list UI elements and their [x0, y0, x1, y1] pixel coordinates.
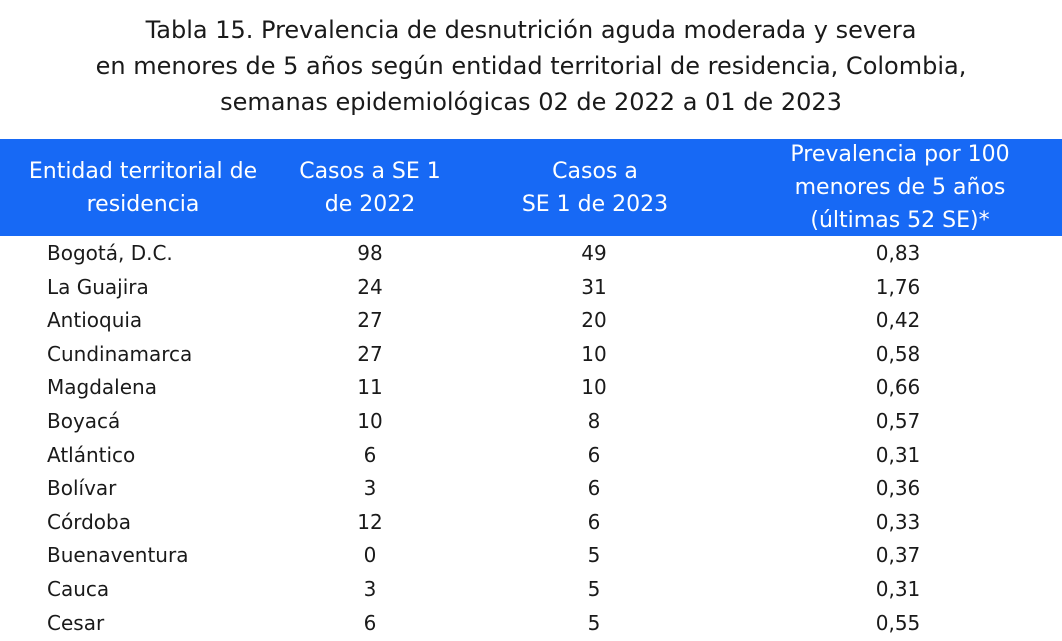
cell-value: 8 [587, 409, 601, 433]
cell-value: 0,66 [875, 375, 921, 400]
row-label: Bogotá, D.C. [47, 241, 173, 265]
cell-value: 10 [357, 409, 383, 433]
cell-value: 24 [357, 274, 383, 299]
cell-value: 98 [357, 241, 383, 265]
table-header: Entidad territorial de residencia Casos a … [0, 139, 1062, 236]
cell-value: 6 [587, 442, 601, 467]
header-line: (últimas 52 SE)* [810, 208, 990, 233]
cell-value: 6 [587, 509, 601, 534]
header-line: Prevalencia por 100 [790, 142, 1010, 167]
row-label: Cesar [47, 610, 105, 635]
row-label: Atlántico [47, 442, 136, 467]
cell-value: 27 [357, 308, 383, 333]
cell-value: 10 [581, 341, 607, 366]
header-line: de 2022 [324, 191, 416, 217]
title-line: en menores de 5 años según entidad terri… [95, 52, 967, 80]
cell-value: 5 [587, 610, 601, 635]
cell-value: 12 [357, 509, 383, 534]
cell-value: 49 [581, 241, 607, 265]
title-line: Tabla 15. Prevalencia de desnutrición ag… [145, 16, 917, 44]
cell-value: 0,55 [875, 610, 921, 635]
row-label: La Guajira [47, 274, 149, 299]
cell-value: 31 [581, 274, 607, 299]
header-line: Casos a SE 1 [299, 158, 441, 184]
cell-value: 3 [363, 476, 377, 501]
cell-value: 5 [587, 577, 601, 601]
cell-value: 11 [357, 375, 383, 400]
header-cell: Casos a SE 1 de 2023 [480, 139, 710, 236]
cell-value: 0,37 [875, 543, 921, 568]
cell-value: 0,31 [875, 442, 921, 467]
cell-value: 3 [363, 577, 377, 601]
cell-value: 0,42 [875, 308, 921, 333]
cell-value: 0,31 [875, 577, 921, 601]
cell-value: 6 [363, 610, 377, 635]
cell-value: 6 [587, 476, 601, 501]
row-label: Cauca [47, 577, 110, 601]
cell-value: 5 [587, 543, 601, 568]
header-line: residencia [86, 191, 200, 217]
row-label: Bolívar [47, 476, 117, 501]
cell-value: 0,58 [875, 341, 921, 366]
row-label: Buenaventura [47, 543, 189, 568]
cell-value: 0,57 [875, 409, 921, 433]
header-line: SE 1 de 2023 [521, 191, 669, 217]
cell-value: 0 [363, 543, 377, 568]
row-label: Magdalena [47, 375, 157, 400]
cell-value: 0,83 [875, 241, 921, 265]
row-label: Boyacá [47, 409, 121, 433]
header-cell: Entidad territorial de residencia [8, 139, 278, 236]
header-line: Casos a [552, 158, 638, 184]
title-line: semanas epidemiológicas 02 de 2022 a 01 … [220, 88, 842, 116]
cell-value: 20 [581, 308, 607, 333]
cell-value: 10 [581, 375, 607, 400]
cell-value: 0,36 [875, 476, 921, 501]
title: Tabla 15. Prevalencia de desnutrición ag… [0, 12, 1062, 120]
header-line: Entidad territorial de [28, 158, 258, 184]
cell-value: 1,76 [875, 274, 921, 299]
cell-value: 0,33 [875, 509, 921, 534]
cell-value: 6 [363, 442, 377, 467]
cell-value: 27 [357, 341, 383, 366]
row-label: Córdoba [47, 509, 131, 534]
header-line: menores de 5 años [794, 175, 1006, 200]
row-label: Cundinamarca [47, 341, 193, 366]
header-cell: Casos a SE 1 de 2022 [270, 139, 470, 236]
header-cell: Prevalencia por 100 menores de 5 años (últ… [730, 139, 1062, 236]
row-label: Antioquia [47, 308, 143, 333]
